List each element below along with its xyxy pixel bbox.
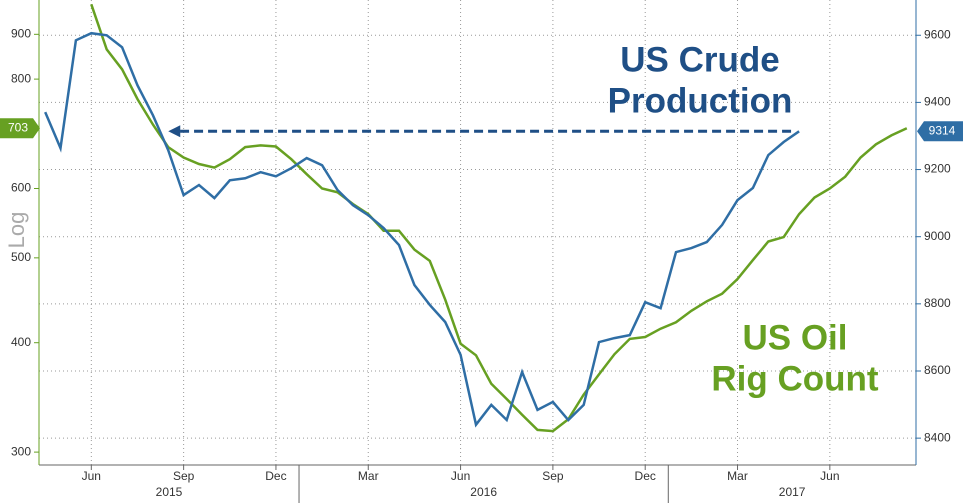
series-annotation: Production — [608, 81, 793, 120]
year-label: 2017 — [779, 485, 806, 499]
x-tick-label: Jun — [451, 469, 470, 483]
x-tick-label: Sep — [173, 469, 195, 483]
year-label: 2016 — [470, 485, 497, 499]
y2-tick-label: 8400 — [924, 430, 951, 444]
x-tick-label: Mar — [727, 469, 748, 483]
x-tick-label: Jun — [82, 469, 101, 483]
y-tick-label: 300 — [11, 444, 31, 458]
series-line — [44, 31, 800, 428]
y-tick-label: 400 — [11, 335, 31, 349]
x-tick-label: Sep — [542, 469, 564, 483]
y-tick-label: 900 — [11, 26, 31, 40]
arrow-head — [168, 125, 181, 138]
year-label: 2015 — [156, 485, 183, 499]
series-annotation: US Crude — [620, 40, 779, 79]
series-annotation: Rig Count — [711, 359, 879, 398]
x-tick-label: Dec — [265, 469, 286, 483]
y-tick-label: 500 — [11, 250, 31, 264]
x-tick-label: Dec — [635, 469, 656, 483]
y2-tick-label: 9600 — [924, 27, 951, 41]
plot-area — [44, 3, 908, 433]
x-tick-label: Jun — [820, 469, 839, 483]
last-value-box — [0, 118, 40, 139]
y2-tick-label: 8600 — [924, 363, 951, 377]
y2-tick-label: 9400 — [924, 95, 951, 109]
y2-tick-label: 9000 — [924, 229, 951, 243]
series-line — [90, 3, 908, 433]
series-annotation: US Oil — [742, 318, 847, 357]
last-value-label: 9314 — [929, 123, 956, 137]
y-axis-label: Log — [4, 212, 29, 249]
y-tick-label: 800 — [11, 71, 31, 85]
last-value-label: 703 — [8, 120, 28, 134]
y2-tick-label: 9200 — [924, 162, 951, 176]
last-value-box — [917, 121, 963, 142]
x-tick-label: Mar — [358, 469, 379, 483]
y2-tick-label: 8800 — [924, 296, 951, 310]
y-tick-label: 600 — [11, 181, 31, 195]
